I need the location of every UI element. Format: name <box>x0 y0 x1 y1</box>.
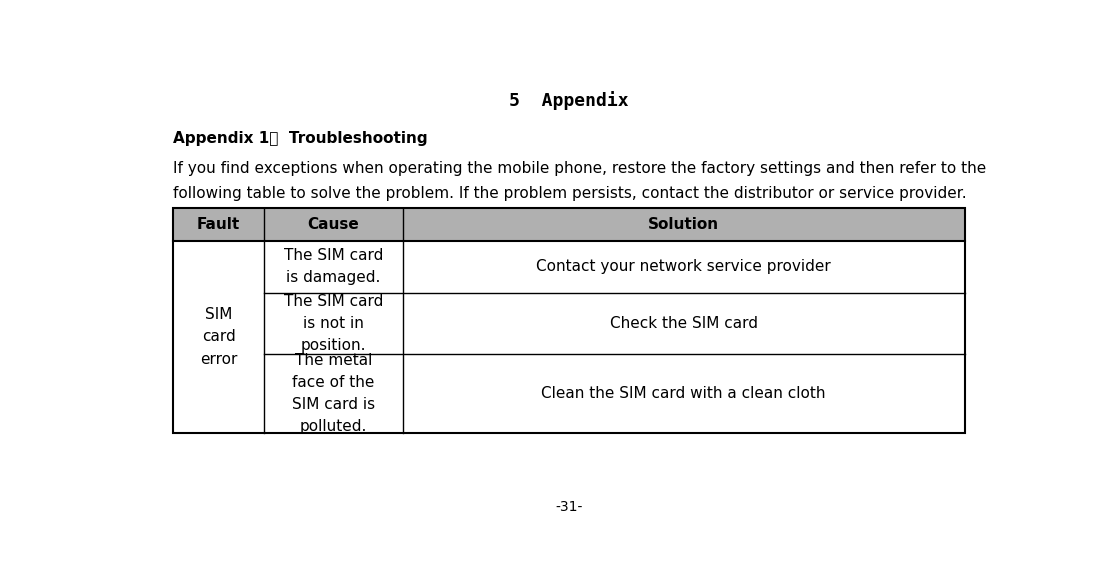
Text: Fault: Fault <box>198 217 240 232</box>
Text: The SIM card
is not in
position.: The SIM card is not in position. <box>284 294 383 353</box>
Bar <box>173 208 965 433</box>
Text: Contact your network service provider: Contact your network service provider <box>536 259 831 274</box>
Bar <box>173 208 965 241</box>
Text: The SIM card
is damaged.: The SIM card is damaged. <box>284 248 383 285</box>
Text: If you find exceptions when operating the mobile phone, restore the factory sett: If you find exceptions when operating th… <box>173 161 987 176</box>
Text: The metal
face of the
SIM card is
polluted.: The metal face of the SIM card is pollut… <box>292 353 375 434</box>
Text: Check the SIM card: Check the SIM card <box>609 316 758 331</box>
Text: -31-: -31- <box>555 500 583 514</box>
Text: 5  Appendix: 5 Appendix <box>509 91 628 110</box>
Text: SIM
card
error: SIM card error <box>200 307 238 367</box>
Text: Clean the SIM card with a clean cloth: Clean the SIM card with a clean cloth <box>542 386 826 401</box>
Text: Cause: Cause <box>307 217 360 232</box>
Text: following table to solve the problem. If the problem persists, contact the distr: following table to solve the problem. If… <box>173 185 967 201</box>
Text: Solution: Solution <box>648 217 719 232</box>
Text: Appendix 1：  Troubleshooting: Appendix 1： Troubleshooting <box>173 131 427 147</box>
